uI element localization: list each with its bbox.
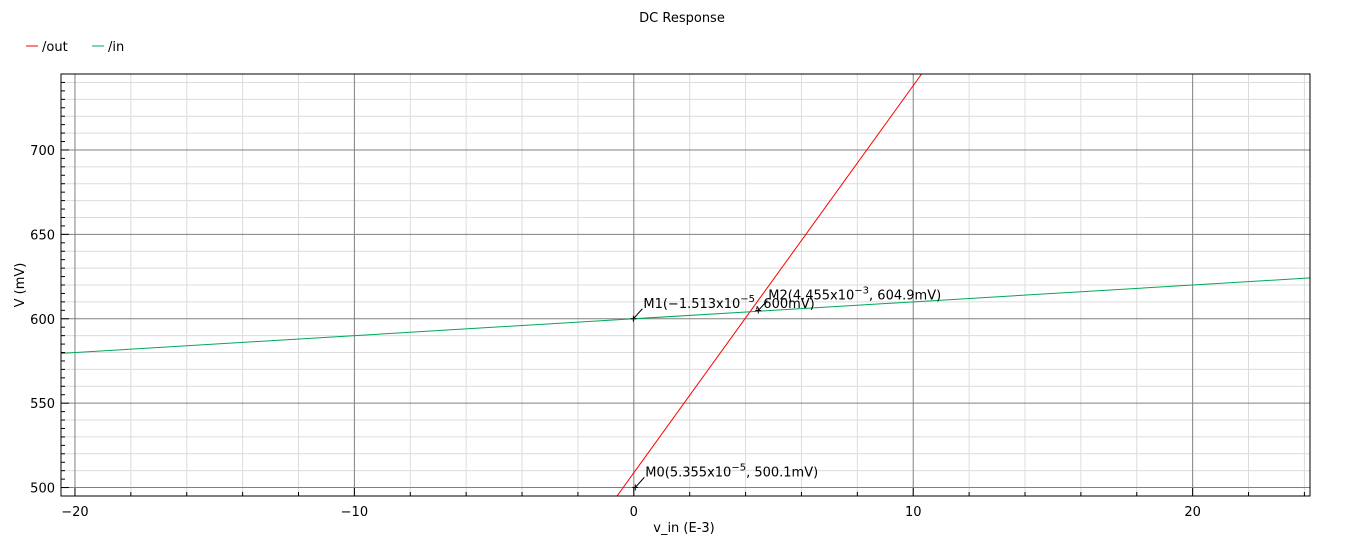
legend-label: /out bbox=[42, 40, 68, 55]
x-tick-label: −20 bbox=[61, 505, 88, 520]
x-tick-labels: −20 −10 0 10 20 bbox=[61, 505, 1201, 520]
series-line-out bbox=[616, 74, 923, 496]
chart-title: DC Response bbox=[639, 11, 725, 26]
marker-label: M1(−1.513x10−5, 600mV) bbox=[643, 294, 814, 312]
legend-label: /in bbox=[108, 40, 124, 55]
y-tick-label: 600 bbox=[30, 313, 55, 328]
marker-m0: M0(5.355x10−5, 500.1mV) bbox=[632, 462, 818, 491]
y-tick-label: 650 bbox=[30, 228, 55, 243]
major-grid bbox=[61, 74, 1310, 496]
marker-leader bbox=[634, 477, 645, 488]
marker-label: M2(4.455x10−3, 604.9mV) bbox=[768, 285, 941, 303]
marker-leader bbox=[633, 308, 643, 320]
minor-grid bbox=[61, 74, 1310, 496]
y-axis-label: V (mV) bbox=[13, 263, 28, 308]
x-tick-label: 10 bbox=[905, 505, 922, 520]
series-layer bbox=[61, 74, 1310, 496]
x-tick-label: −10 bbox=[341, 505, 368, 520]
legend: /out/in bbox=[26, 40, 124, 55]
marker-m1: M1(−1.513x10−5, 600mV) bbox=[630, 294, 815, 322]
x-tick-label: 0 bbox=[630, 505, 638, 520]
markers-layer: M0(5.355x10−5, 500.1mV) M1(−1.513x10−5, 6… bbox=[630, 285, 941, 491]
axis-ticks bbox=[61, 73, 1305, 497]
x-tick-label: 20 bbox=[1184, 505, 1201, 520]
x-axis-label: v_in (E-3) bbox=[653, 521, 715, 536]
marker-m2: M2(4.455x10−3, 604.9mV) bbox=[755, 285, 941, 314]
marker-label: M0(5.355x10−5, 500.1mV) bbox=[645, 462, 818, 480]
marker-leader bbox=[757, 300, 768, 311]
series-line-in bbox=[61, 277, 1310, 354]
y-tick-label: 700 bbox=[30, 144, 55, 159]
y-tick-labels: 500 550 600 650 700 bbox=[30, 144, 55, 497]
y-tick-label: 550 bbox=[30, 397, 55, 412]
y-tick-label: 500 bbox=[30, 482, 55, 497]
